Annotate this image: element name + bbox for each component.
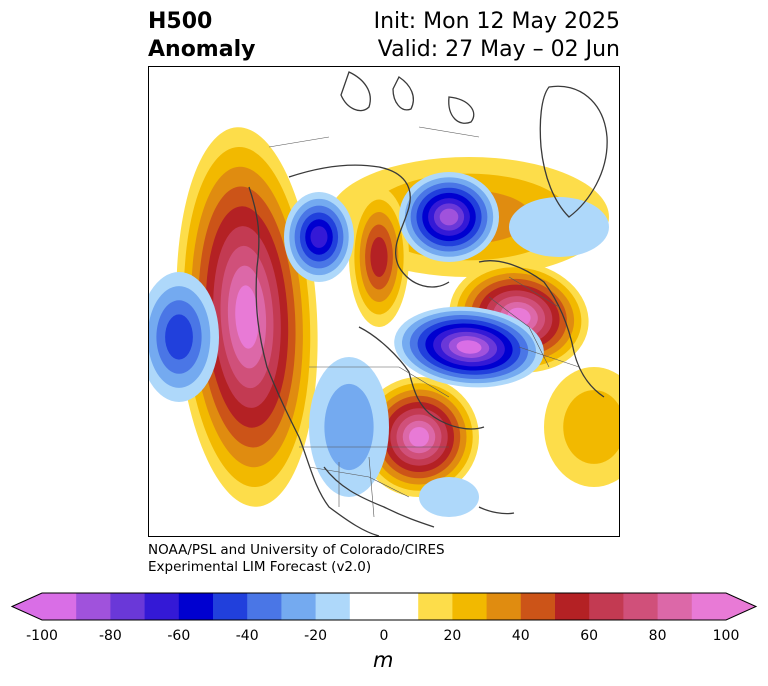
title-right: Init: Mon 12 May 2025 Valid: 27 May – 02… xyxy=(374,8,620,64)
negative-anomaly-contour xyxy=(324,383,374,471)
positive-anomaly-contour xyxy=(370,237,388,277)
colorbar-tick-label: -60 xyxy=(167,628,191,644)
colorbar-segment xyxy=(247,593,282,620)
title-variable: H500 xyxy=(148,9,213,34)
credit-line2: Experimental LIM Forecast (v2.0) xyxy=(148,559,372,575)
colorbar-segment xyxy=(76,593,111,620)
negative-anomaly-contour xyxy=(165,314,193,360)
init-date: Init: Mon 12 May 2025 xyxy=(373,9,620,34)
colorbar-segment xyxy=(623,593,659,620)
positive-anomaly-contour xyxy=(235,285,259,349)
colorbar-tick-label: -40 xyxy=(235,628,259,644)
negative-anomaly-contour xyxy=(509,197,609,257)
colorbar-segment xyxy=(418,593,453,620)
colorbar-segment xyxy=(110,593,146,620)
colorbar-boxes xyxy=(10,592,758,621)
colorbar-segment xyxy=(555,593,590,620)
negative-anomaly-contour xyxy=(310,226,328,248)
colorbar-extend-low xyxy=(12,593,42,620)
valid-range: Valid: 27 May – 02 Jun xyxy=(377,37,620,62)
colorbar-segment xyxy=(384,593,419,620)
colorbar-tick-label: -20 xyxy=(304,628,328,644)
anomaly-map xyxy=(149,71,619,536)
title-anomaly: Anomaly xyxy=(148,37,256,62)
colorbar-tick-label: 0 xyxy=(379,628,389,644)
positive-anomaly-contour xyxy=(409,427,429,447)
colorbar-outline xyxy=(10,592,758,621)
title-left: H500 Anomaly xyxy=(148,8,255,64)
credit: NOAA/PSL and University of Colorado/CIRE… xyxy=(148,542,445,576)
colorbar-segment xyxy=(281,593,317,620)
colorbar-tick-label: 100 xyxy=(712,628,740,644)
negative-anomaly-contour xyxy=(439,208,459,226)
colorbar-segment xyxy=(486,593,522,620)
colorbar-tick-label: 80 xyxy=(648,628,667,644)
map-panel xyxy=(148,66,620,537)
colorbar-segment xyxy=(144,593,180,620)
colorbar-segment xyxy=(349,593,385,620)
colorbar-tick-label: 40 xyxy=(511,628,530,644)
negative-anomaly-contour xyxy=(456,340,482,354)
colorbar-extend-high xyxy=(726,593,756,620)
positive-anomaly-contour xyxy=(563,390,619,464)
colorbar-segment xyxy=(42,593,77,620)
colorbar-segment xyxy=(452,593,488,620)
colorbar-segment xyxy=(315,593,351,620)
political-borders xyxy=(268,126,580,518)
colorbar-tick-label: 60 xyxy=(580,628,599,644)
colorbar-segment xyxy=(589,593,624,620)
colorbar-segment xyxy=(657,593,693,620)
colorbar-unit: m xyxy=(373,648,394,672)
colorbar-segment xyxy=(213,593,248,620)
colorbar-tick-label: -100 xyxy=(26,628,58,644)
colorbar-segment xyxy=(691,593,727,620)
credit-line1: NOAA/PSL and University of Colorado/CIRE… xyxy=(148,542,445,558)
coastlines xyxy=(248,71,608,536)
negative-anomaly-contour xyxy=(419,477,479,517)
colorbar-segment xyxy=(520,593,556,620)
colorbar-tick-label: -80 xyxy=(98,628,122,644)
colorbar-segment xyxy=(178,593,214,620)
colorbar xyxy=(10,592,758,621)
colorbar-tick-label: 20 xyxy=(443,628,462,644)
